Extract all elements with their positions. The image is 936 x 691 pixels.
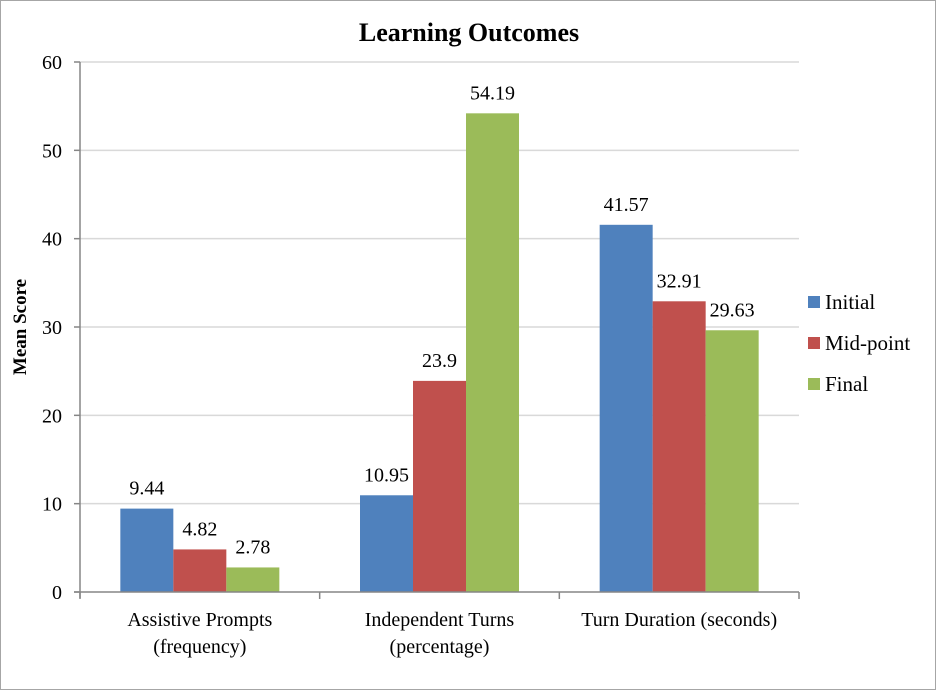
bars: [120, 113, 759, 593]
category-label: (frequency): [153, 636, 246, 658]
data-label: 10.95: [364, 464, 409, 486]
y-tick-label: 0: [52, 582, 62, 604]
data-label: 2.78: [235, 536, 270, 558]
y-tick-label: 20: [42, 405, 62, 427]
bar-initial: [360, 495, 413, 592]
category-label: (percentage): [390, 636, 490, 658]
y-tick-label: 50: [42, 140, 62, 162]
legend-swatch-final: [808, 378, 820, 390]
data-label: 29.63: [710, 299, 755, 321]
axes: [74, 61, 800, 599]
data-label: 9.44: [129, 478, 164, 500]
bar-final: [226, 567, 280, 592]
category-label: Assistive Prompts: [127, 609, 272, 631]
data-label: 54.19: [470, 82, 515, 104]
bar-initial: [599, 224, 653, 592]
data-labels: 9.44 10.95 41.57 4.82 23.9 32.91 2.78 54.19 29.6…: [129, 82, 754, 558]
legend-swatch-initial: [808, 296, 820, 308]
legend-label: Initial: [825, 290, 875, 314]
data-label: 4.82: [182, 518, 217, 540]
legend: Initial Mid-point Final: [808, 290, 910, 396]
bar-mid-point: [652, 301, 706, 592]
legend-swatch-mid-point: [808, 337, 820, 349]
bar-mid-point: [173, 549, 227, 592]
y-tick-label: 30: [42, 317, 62, 339]
y-tick-label: 10: [42, 494, 62, 516]
bar-mid-point: [413, 380, 466, 592]
category-label: Turn Duration (seconds): [581, 609, 777, 631]
category-labels: Assistive Prompts (frequency) Independent …: [127, 609, 777, 658]
y-axis-label: Mean Score: [10, 279, 31, 375]
y-tick-labels: 0 10 20 30 40 50 60: [42, 52, 62, 604]
legend-label: Final: [825, 372, 868, 396]
bar-final: [705, 330, 759, 592]
y-tick-label: 40: [42, 229, 62, 251]
chart-title: Learning Outcomes: [359, 18, 579, 47]
data-label: 41.57: [604, 194, 649, 216]
bar-initial: [120, 508, 174, 592]
y-tick-label: 60: [42, 52, 62, 74]
category-label: Independent Turns: [365, 609, 515, 631]
data-label: 32.91: [657, 270, 702, 292]
legend-label: Mid-point: [825, 331, 910, 355]
data-label: 23.9: [422, 350, 457, 372]
bar-final: [466, 113, 519, 593]
